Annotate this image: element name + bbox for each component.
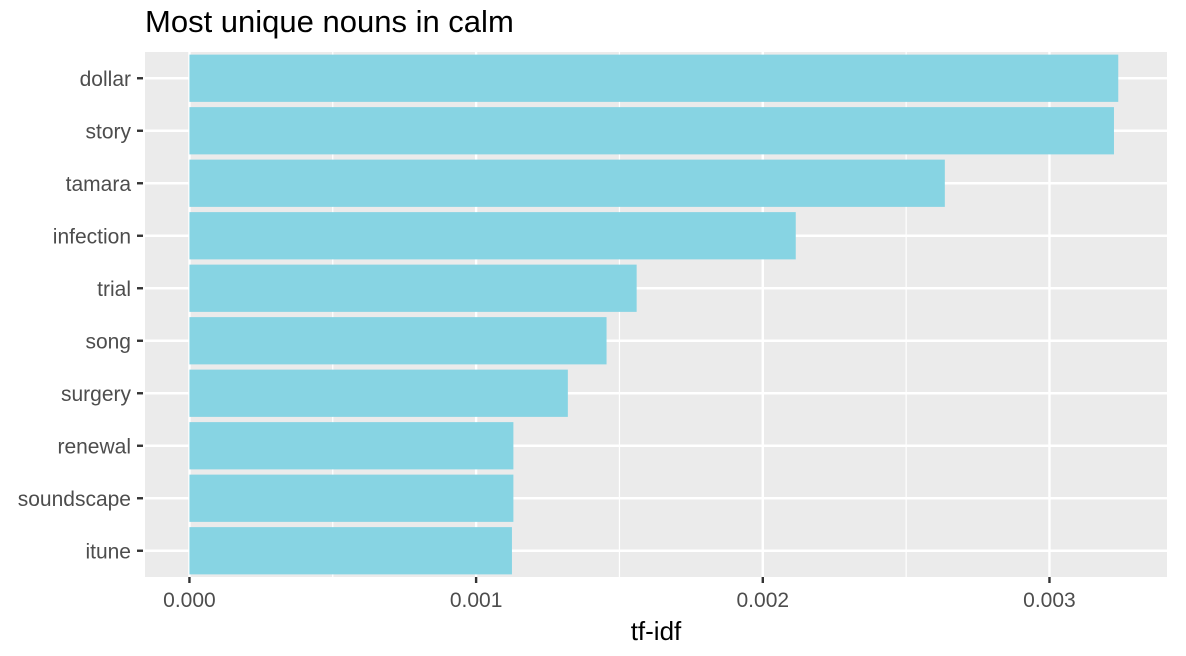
x-tick-label: 0.000 [163, 589, 216, 612]
bar-renewal [189, 422, 514, 470]
y-tick-label: infection [53, 225, 131, 248]
y-tick-label: renewal [57, 435, 131, 458]
bars [189, 54, 1119, 575]
x-tick-label: 0.002 [737, 589, 790, 612]
bar-soundscape [189, 474, 514, 522]
bar-tamara [189, 159, 945, 207]
x-axis: 0.000 0.001 0.002 0.003 [163, 577, 1076, 612]
bar-infection [189, 212, 796, 260]
chart-title: Most unique nouns in calm [145, 4, 514, 39]
y-tick-label: trial [97, 278, 131, 301]
y-tick-label: story [85, 120, 131, 143]
x-tick-label: 0.001 [450, 589, 503, 612]
y-tick-label: tamara [66, 173, 132, 196]
bar-surgery [189, 369, 568, 417]
y-axis: dollar story tamara infection trial song surge… [18, 68, 143, 563]
bar-itune [189, 527, 512, 575]
bar-dollar [189, 54, 1119, 102]
bar-story [189, 107, 1114, 155]
y-tick-label: dollar [80, 68, 131, 91]
y-tick-label: soundscape [18, 488, 131, 511]
bar-trial [189, 264, 637, 312]
y-tick-label: itune [85, 540, 131, 563]
y-tick-label: surgery [61, 383, 132, 406]
x-tick-label: 0.003 [1023, 589, 1076, 612]
bar-song [189, 317, 607, 365]
y-tick-label: song [85, 330, 131, 353]
x-axis-title: tf-idf [631, 616, 682, 646]
